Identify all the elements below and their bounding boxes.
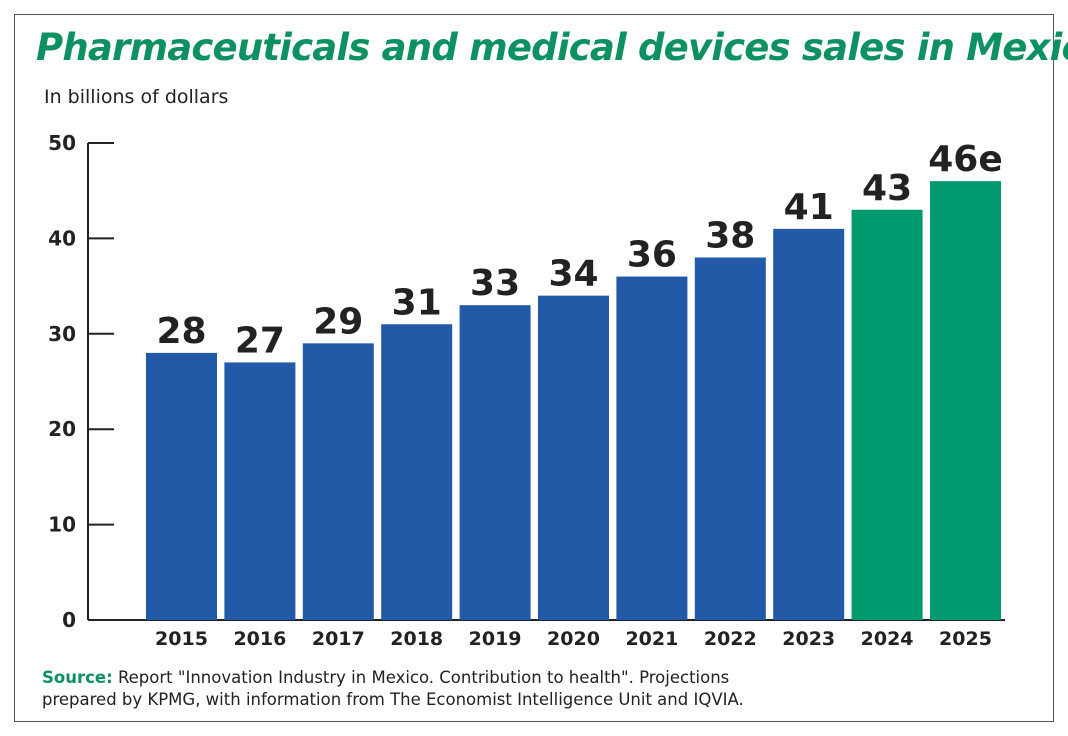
bar-2020	[538, 295, 609, 620]
y-tick-label: 10	[48, 513, 76, 537]
chart-title: Pharmaceuticals and medical devices sale…	[36, 26, 1068, 69]
bar-2024	[851, 209, 923, 620]
chart-frame	[14, 14, 1054, 722]
bar-2025	[930, 181, 1001, 620]
x-tick-label: 2015	[155, 628, 208, 650]
x-tick-label: 2025	[939, 628, 992, 650]
x-tick-label: 2016	[233, 628, 286, 650]
x-tick-label: 2021	[625, 628, 678, 650]
data-label-2015: 28	[156, 311, 206, 352]
data-label-2023: 41	[784, 187, 834, 228]
data-label-2018: 31	[392, 282, 442, 323]
y-tick-label: 30	[48, 322, 76, 346]
y-tick-label: 20	[48, 417, 76, 441]
source-label: Source:	[42, 668, 113, 687]
x-tick-label: 2020	[547, 628, 600, 650]
data-label-2020: 34	[548, 254, 598, 295]
x-tick-label: 2023	[782, 628, 835, 650]
bar-2022	[694, 257, 766, 620]
x-tick-label: 2018	[390, 628, 443, 650]
source-note: Source: Report "Innovation Industry in M…	[42, 667, 1042, 711]
bar-2017	[302, 343, 374, 620]
data-label-2019: 33	[470, 263, 520, 304]
y-tick-label: 40	[48, 226, 76, 250]
source-text-line2: prepared by KPMG, with information from …	[42, 690, 744, 709]
bar-2021	[616, 276, 688, 620]
bar-2018	[381, 324, 453, 620]
chart-subtitle: In billions of dollars	[44, 86, 229, 108]
source-text-line1: Report "Innovation Industry in Mexico. C…	[117, 668, 730, 687]
bar-2019	[459, 305, 531, 620]
x-tick-label: 2019	[469, 628, 522, 650]
bar-2023	[773, 228, 845, 621]
bar-2015	[146, 352, 217, 620]
data-label-2016: 27	[235, 320, 285, 361]
data-label-2022: 38	[705, 215, 755, 256]
bar-2016	[224, 362, 296, 620]
data-label-2025: 46e	[928, 139, 1003, 180]
x-tick-label: 2017	[312, 628, 365, 650]
y-tick-label: 0	[62, 608, 76, 632]
data-label-2024: 43	[862, 168, 912, 209]
x-tick-label: 2024	[861, 628, 914, 650]
y-tick-label: 50	[48, 131, 76, 155]
x-tick-label: 2022	[704, 628, 757, 650]
data-label-2017: 29	[313, 301, 363, 342]
data-label-2021: 36	[627, 235, 677, 276]
